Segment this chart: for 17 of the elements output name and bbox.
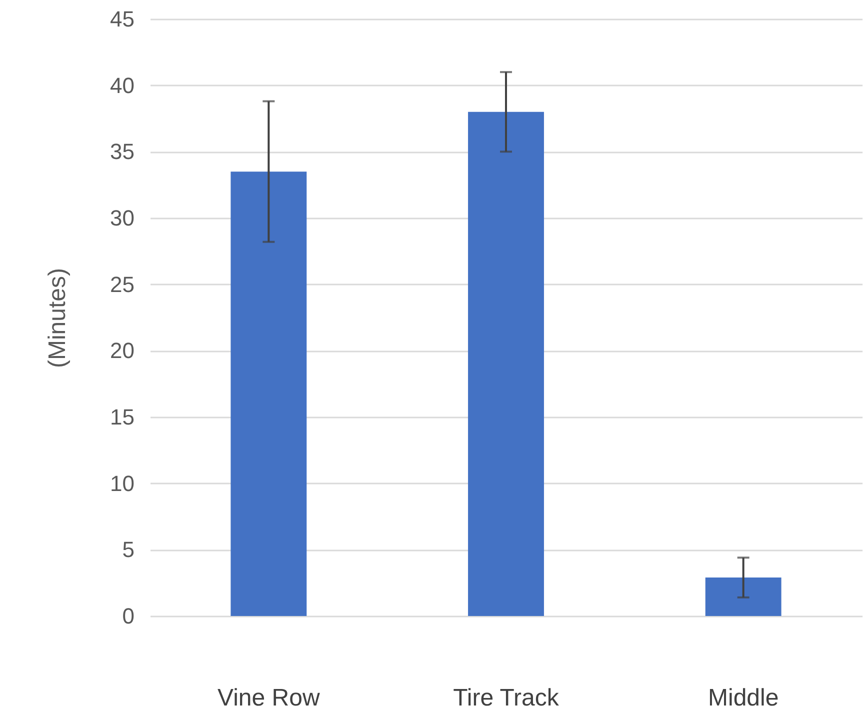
- y-tick-label: 40: [110, 72, 134, 98]
- x-tick-label: Tire Track: [453, 684, 560, 712]
- y-tick-label: 0: [122, 604, 134, 628]
- y-tick-label: 45: [110, 6, 134, 32]
- y-tick-label: 30: [110, 206, 134, 230]
- y-tick-label: 15: [110, 404, 134, 430]
- y-tick-label: 10: [110, 470, 134, 496]
- bar: [705, 578, 782, 616]
- x-tick-label: Vine Row: [218, 684, 320, 712]
- bar: [468, 112, 544, 616]
- y-tick-label: 35: [110, 139, 134, 164]
- x-tick-label: Middle: [708, 684, 779, 712]
- y-tick-label: 5: [122, 537, 134, 562]
- y-tick-label: 25: [110, 272, 134, 297]
- y-axis-title: (Minutes): [44, 268, 72, 368]
- bar: [230, 172, 307, 616]
- y-tick-label: 20: [110, 338, 134, 364]
